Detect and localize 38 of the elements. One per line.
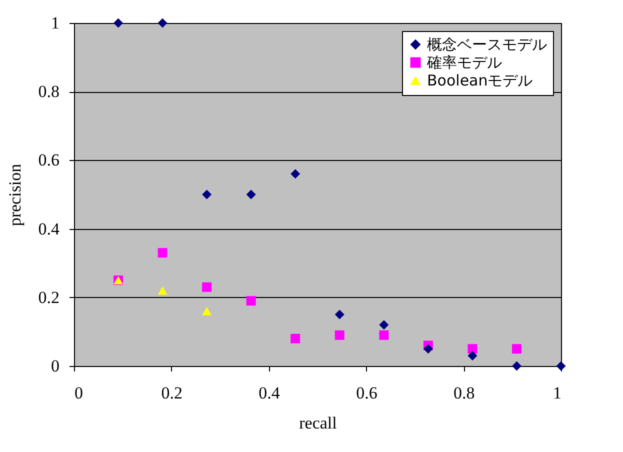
y-tick-label: 0.8 xyxy=(38,82,60,102)
point xyxy=(246,190,256,200)
x-tick-label: 0.2 xyxy=(161,384,183,402)
point xyxy=(114,18,124,28)
point xyxy=(334,310,344,320)
x-tick-label: 0 xyxy=(74,384,83,402)
y-tick-label: 1 xyxy=(51,14,60,32)
point xyxy=(158,18,168,28)
point xyxy=(202,190,212,200)
point xyxy=(334,330,344,340)
x-tick-label: 0.8 xyxy=(453,384,475,402)
point xyxy=(246,296,256,306)
point xyxy=(379,330,389,340)
legend-label: Booleanモデル xyxy=(427,72,533,90)
legend-label: 概念ベースモデル xyxy=(427,36,547,54)
point xyxy=(158,248,168,258)
x-tick-label: 0.4 xyxy=(258,384,280,402)
point xyxy=(468,350,478,360)
point xyxy=(468,344,478,354)
y-tick-label: 0.6 xyxy=(38,150,60,170)
point xyxy=(158,286,168,295)
point xyxy=(202,307,212,316)
point xyxy=(423,344,433,354)
legend-label: 確率モデル xyxy=(426,54,502,72)
y-tick-label: 0.4 xyxy=(38,219,60,238)
x-tick-label: 0.6 xyxy=(356,384,378,402)
point xyxy=(202,282,212,292)
point xyxy=(290,334,300,344)
y-axis-title: precision xyxy=(5,163,24,226)
point xyxy=(512,361,522,371)
x-axis-title: recall xyxy=(299,414,338,432)
y-tick-label: 0.2 xyxy=(38,288,60,307)
point xyxy=(290,169,300,179)
point xyxy=(512,344,522,354)
point xyxy=(379,320,389,330)
point xyxy=(556,361,566,371)
x-tick-label: 1 xyxy=(553,384,562,402)
y-tick-label: 0 xyxy=(51,356,60,376)
